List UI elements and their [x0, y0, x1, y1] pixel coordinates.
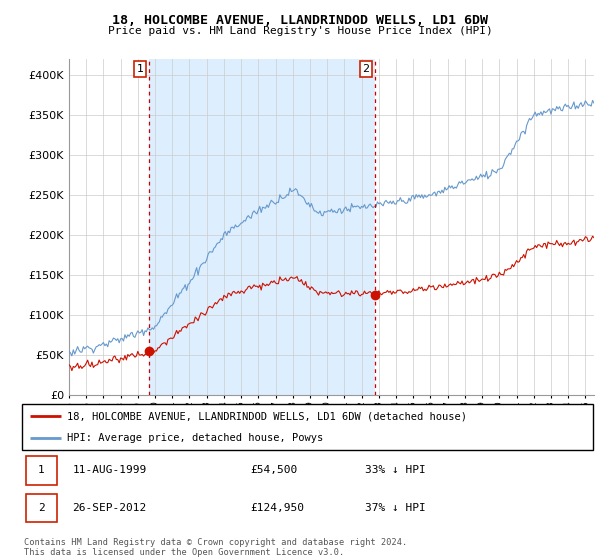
Text: 18, HOLCOMBE AVENUE, LLANDRINDOD WELLS, LD1 6DW: 18, HOLCOMBE AVENUE, LLANDRINDOD WELLS, … [112, 14, 488, 27]
Text: 1: 1 [38, 465, 45, 475]
Text: 11-AUG-1999: 11-AUG-1999 [73, 465, 147, 475]
Text: 2: 2 [362, 64, 370, 74]
Text: £54,500: £54,500 [250, 465, 298, 475]
FancyBboxPatch shape [26, 494, 57, 522]
Text: Price paid vs. HM Land Registry's House Price Index (HPI): Price paid vs. HM Land Registry's House … [107, 26, 493, 36]
Bar [149, 59, 374, 395]
Text: Contains HM Land Registry data © Crown copyright and database right 2024.
This d: Contains HM Land Registry data © Crown c… [24, 538, 407, 557]
FancyBboxPatch shape [26, 456, 57, 484]
Text: 26-SEP-2012: 26-SEP-2012 [73, 503, 147, 513]
Text: 33% ↓ HPI: 33% ↓ HPI [365, 465, 425, 475]
Text: 37% ↓ HPI: 37% ↓ HPI [365, 503, 425, 513]
Text: £124,950: £124,950 [250, 503, 304, 513]
Text: 2: 2 [38, 503, 45, 513]
Text: HPI: Average price, detached house, Powys: HPI: Average price, detached house, Powy… [67, 433, 323, 443]
FancyBboxPatch shape [22, 404, 593, 450]
Text: 18, HOLCOMBE AVENUE, LLANDRINDOD WELLS, LD1 6DW (detached house): 18, HOLCOMBE AVENUE, LLANDRINDOD WELLS, … [67, 411, 467, 421]
Text: 1: 1 [136, 64, 143, 74]
